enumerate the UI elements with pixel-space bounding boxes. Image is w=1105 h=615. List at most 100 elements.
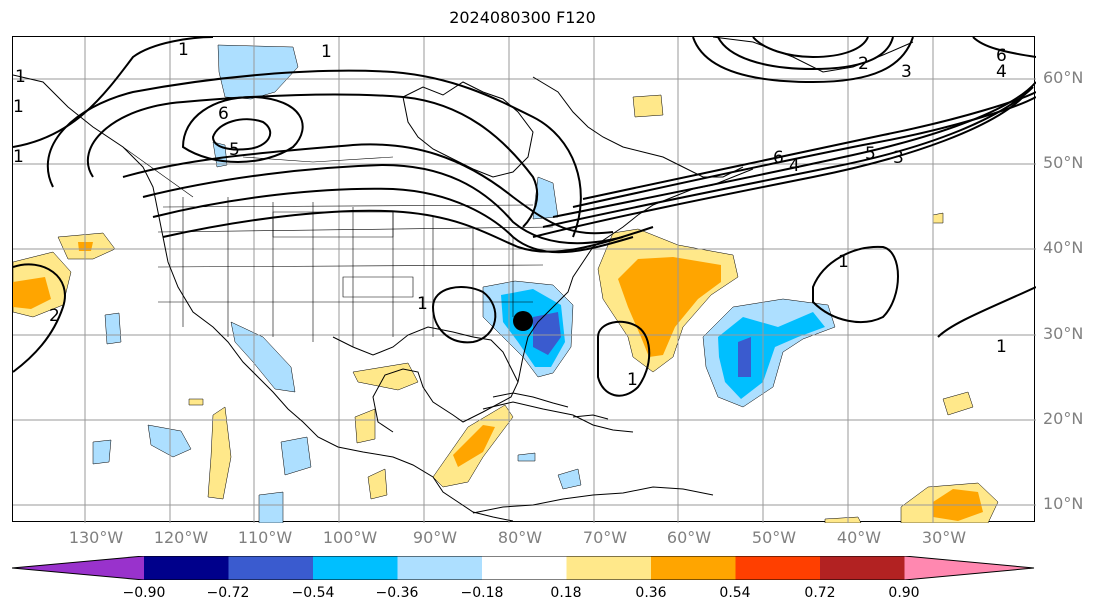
- coastline-caribbean: [482, 401, 634, 433]
- contour-line: [162, 209, 654, 253]
- colorbar-segment: [397, 556, 482, 580]
- lon-label: 100°W: [322, 528, 378, 547]
- lon-label: 130°W: [68, 528, 124, 547]
- negative-shade-region: [517, 452, 536, 462]
- contour-label: 2: [49, 306, 60, 326]
- lon-label: 50°W: [751, 528, 797, 547]
- colorbar-segment: [12, 556, 144, 580]
- graticule: [13, 37, 1036, 523]
- contour-label: 4: [996, 62, 1007, 82]
- colorbar-segment: [820, 556, 905, 580]
- map-panel: 1 1 1 6 5 1 2 3 6 4 6 4 5 3 1 1 1 1 1 2: [12, 36, 1036, 523]
- positive-shade-region: [207, 406, 232, 500]
- contour-line: [752, 37, 869, 59]
- positive-shade-region: [13, 277, 51, 309]
- contour-line: [597, 320, 651, 397]
- colorbar-segment: [566, 556, 651, 580]
- positive-shade-region: [824, 516, 862, 523]
- contour-label: 1: [15, 67, 26, 87]
- positive-shade-region: [352, 362, 419, 391]
- coastline-hudson: [402, 81, 534, 178]
- contour-line: [142, 163, 624, 245]
- contour-line: [211, 118, 272, 151]
- colorbar-segment: [904, 556, 1034, 580]
- coastline-south-america: [472, 486, 714, 514]
- lon-label: 70°W: [582, 528, 628, 547]
- contour-label: 1: [178, 40, 189, 60]
- negative-shade-region: [92, 439, 112, 465]
- contour-label: 6: [996, 46, 1007, 66]
- lon-label: 80°W: [497, 528, 543, 547]
- contour-label: 6: [773, 148, 784, 168]
- contour-label: 1: [838, 252, 849, 272]
- shading-layer: [13, 44, 999, 523]
- colorbar-tick-label: −0.36: [375, 585, 419, 601]
- contour-label: 1: [417, 294, 428, 314]
- colorbar-tick-label: −0.72: [206, 585, 250, 601]
- contour-line: [532, 96, 1024, 238]
- lon-label: 110°W: [237, 528, 293, 547]
- contour-label: 3: [893, 148, 904, 168]
- contour-label: 5: [229, 140, 240, 160]
- colorbar-tick-label: 0.72: [804, 585, 836, 601]
- contour-line: [431, 286, 497, 344]
- colorbar-segment: [735, 556, 820, 580]
- colorbar-segment: [482, 556, 567, 580]
- positive-shade-region: [942, 391, 974, 416]
- negative-shade-region: [533, 312, 561, 355]
- lon-label: 90°W: [412, 528, 458, 547]
- contour-line: [542, 86, 1034, 228]
- lat-label: 30°N: [1043, 324, 1084, 343]
- colorbar-segment: [144, 556, 229, 580]
- contour-line: [972, 37, 1036, 58]
- lon-label: 40°W: [836, 528, 882, 547]
- positive-shade-region: [632, 94, 664, 118]
- contour-label: 2: [858, 54, 869, 74]
- colorbar-tick-label: −0.54: [291, 585, 335, 601]
- colorbar-tick-label: 0.90: [888, 585, 920, 601]
- positive-shade-region: [354, 408, 376, 444]
- contour-label: 5: [865, 144, 876, 164]
- colorbar-tick-label: 0.18: [550, 585, 582, 601]
- contour-label: 3: [901, 62, 912, 82]
- contour-label: 1: [13, 97, 24, 117]
- contour-line: [13, 37, 214, 148]
- lat-label: 10°N: [1043, 494, 1084, 513]
- positive-shade-region: [367, 468, 388, 500]
- negative-shade-region: [718, 312, 825, 399]
- colorbar-segment: [313, 556, 398, 580]
- contour-line: [13, 263, 66, 373]
- positive-shade-region: [188, 398, 204, 406]
- colorbar-segment: [228, 556, 313, 580]
- coastline-labrador: [532, 76, 744, 178]
- contour-label: 1: [996, 337, 1007, 357]
- lon-label: 120°W: [153, 528, 209, 547]
- positive-shade-region: [932, 212, 944, 224]
- lat-label: 60°N: [1043, 68, 1084, 87]
- contour-label: 4: [789, 156, 800, 176]
- colorbar-tick-label: 0.54: [719, 585, 751, 601]
- lat-label: 40°N: [1043, 238, 1084, 257]
- coastline-gulf: [332, 326, 519, 433]
- negative-shade-region: [230, 321, 296, 393]
- colorbar-tick-label: −0.18: [460, 585, 504, 601]
- contour-label: 1: [627, 370, 638, 390]
- negative-shade-region: [557, 468, 582, 490]
- contour-label: 6: [218, 104, 229, 124]
- contour-line: [552, 81, 1036, 218]
- map-canvas: 1 1 1 6 5 1 2 3 6 4 6 4 5 3 1 1 1 1 1 2: [13, 37, 1036, 523]
- contour-line: [937, 286, 1036, 338]
- colorbar-segment: [651, 556, 736, 580]
- contour-labels: 1 1 1 6 5 1 2 3 6 4 6 4 5 3 1 1 1 1 1 2: [13, 40, 1007, 390]
- contour-label: 1: [321, 42, 332, 62]
- lon-label: 30°W: [921, 528, 967, 547]
- contour-line: [572, 96, 1036, 208]
- negative-shade-region: [104, 312, 122, 345]
- contour-line: [692, 37, 914, 84]
- coastline-cuba: [492, 392, 569, 408]
- lon-label: 60°W: [666, 528, 712, 547]
- contour-line: [86, 93, 539, 228]
- contour-label: 1: [13, 147, 24, 167]
- colorbar: [12, 556, 1035, 580]
- lat-label: 20°N: [1043, 409, 1084, 428]
